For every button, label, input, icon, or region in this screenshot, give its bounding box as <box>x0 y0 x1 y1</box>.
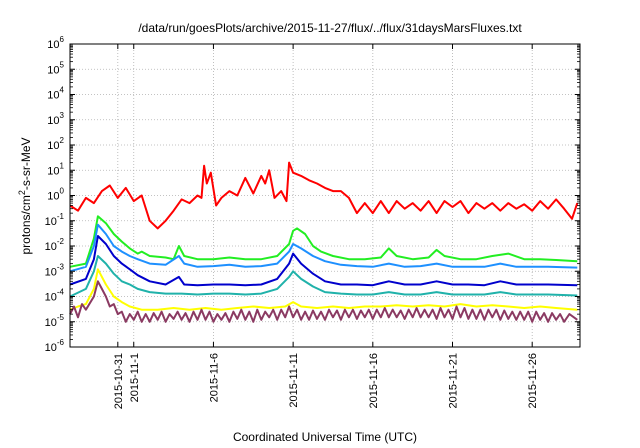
x-tick-label: 2015-11-26 <box>527 353 539 408</box>
chart-title: /data/run/goesPlots/archive/2015-11-27/f… <box>138 21 522 35</box>
series-line-1 <box>69 161 579 230</box>
series-line-6 <box>69 268 578 311</box>
grid <box>70 44 580 347</box>
x-tick-label: 2015-11-11 <box>288 353 300 408</box>
series-line-3 <box>69 223 578 273</box>
x-tick-label: 2015-11-1 <box>129 353 141 402</box>
series-line-2 <box>69 215 578 268</box>
series-line-5 <box>69 255 578 298</box>
x-tick-label: 2015-11-6 <box>208 353 220 402</box>
x-axis-label: Coordinated Universal Time (UTC) <box>233 430 417 444</box>
x-tick-label: 2015-11-16 <box>368 353 380 408</box>
series-line-7 <box>69 280 578 323</box>
x-tick-label: 2015-11-21 <box>448 353 460 408</box>
y-axis-label: protons/cm2-s-sr-MeV <box>17 137 33 254</box>
series-line-4 <box>69 235 578 287</box>
data-series <box>69 161 579 323</box>
x-tick-label: 2015-10-31 <box>113 353 125 409</box>
